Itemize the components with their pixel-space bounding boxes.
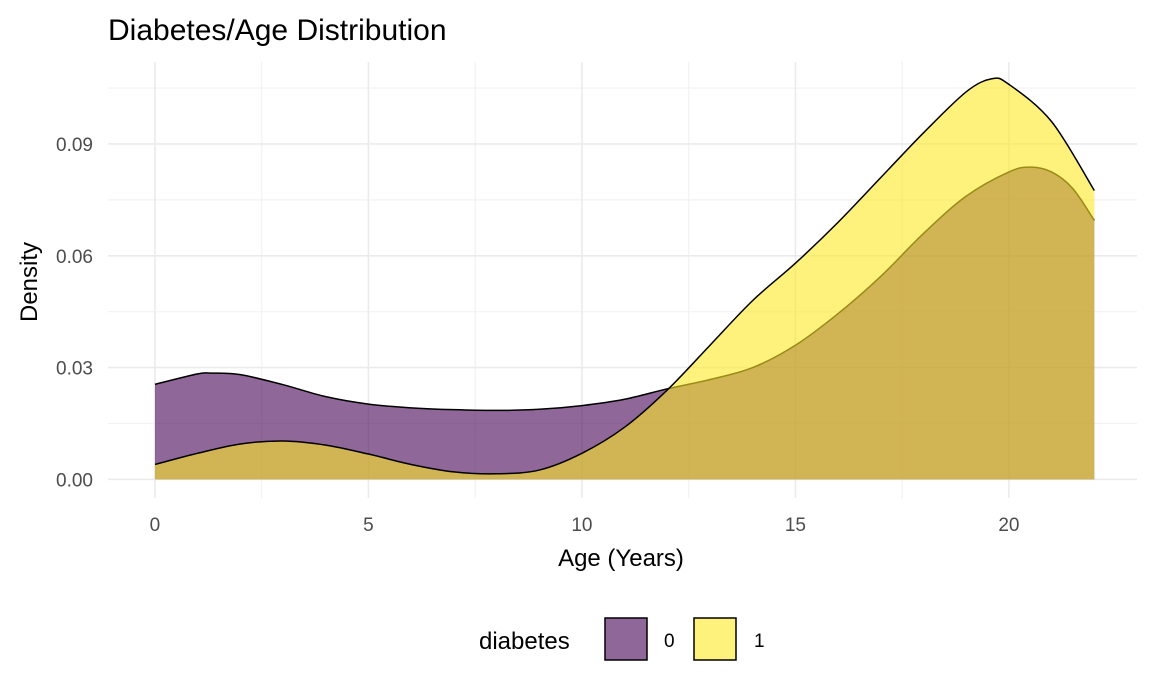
x-axis-ticks: 0 5 10 15 20 <box>150 515 1020 536</box>
density-areas <box>154 77 1095 480</box>
y-tick-label: 0.00 <box>56 470 93 491</box>
x-axis-title: Age (Years) <box>558 545 684 572</box>
x-tick-label: 15 <box>785 515 806 536</box>
x-tick-label: 10 <box>571 515 592 536</box>
legend-label-0: 0 <box>664 631 675 652</box>
legend-key-0 <box>604 617 648 661</box>
x-tick-label: 0 <box>150 515 161 536</box>
y-tick-label: 0.09 <box>56 135 93 156</box>
y-axis-ticks: 0.00 0.03 0.06 0.09 <box>56 135 93 491</box>
y-axis-title: Density <box>16 242 43 322</box>
legend: diabetes 0 1 <box>479 617 765 661</box>
x-tick-label: 20 <box>998 515 1019 536</box>
legend-key-1 <box>693 617 737 661</box>
x-tick-label: 5 <box>363 515 374 536</box>
chart-title: Diabetes/Age Distribution <box>108 14 447 47</box>
legend-title: diabetes <box>479 628 570 655</box>
legend-label-1: 1 <box>754 631 765 652</box>
y-tick-label: 0.06 <box>56 247 93 268</box>
y-tick-label: 0.03 <box>56 359 93 380</box>
density-area-1 <box>154 78 1095 480</box>
density-line-1 <box>154 77 1095 475</box>
